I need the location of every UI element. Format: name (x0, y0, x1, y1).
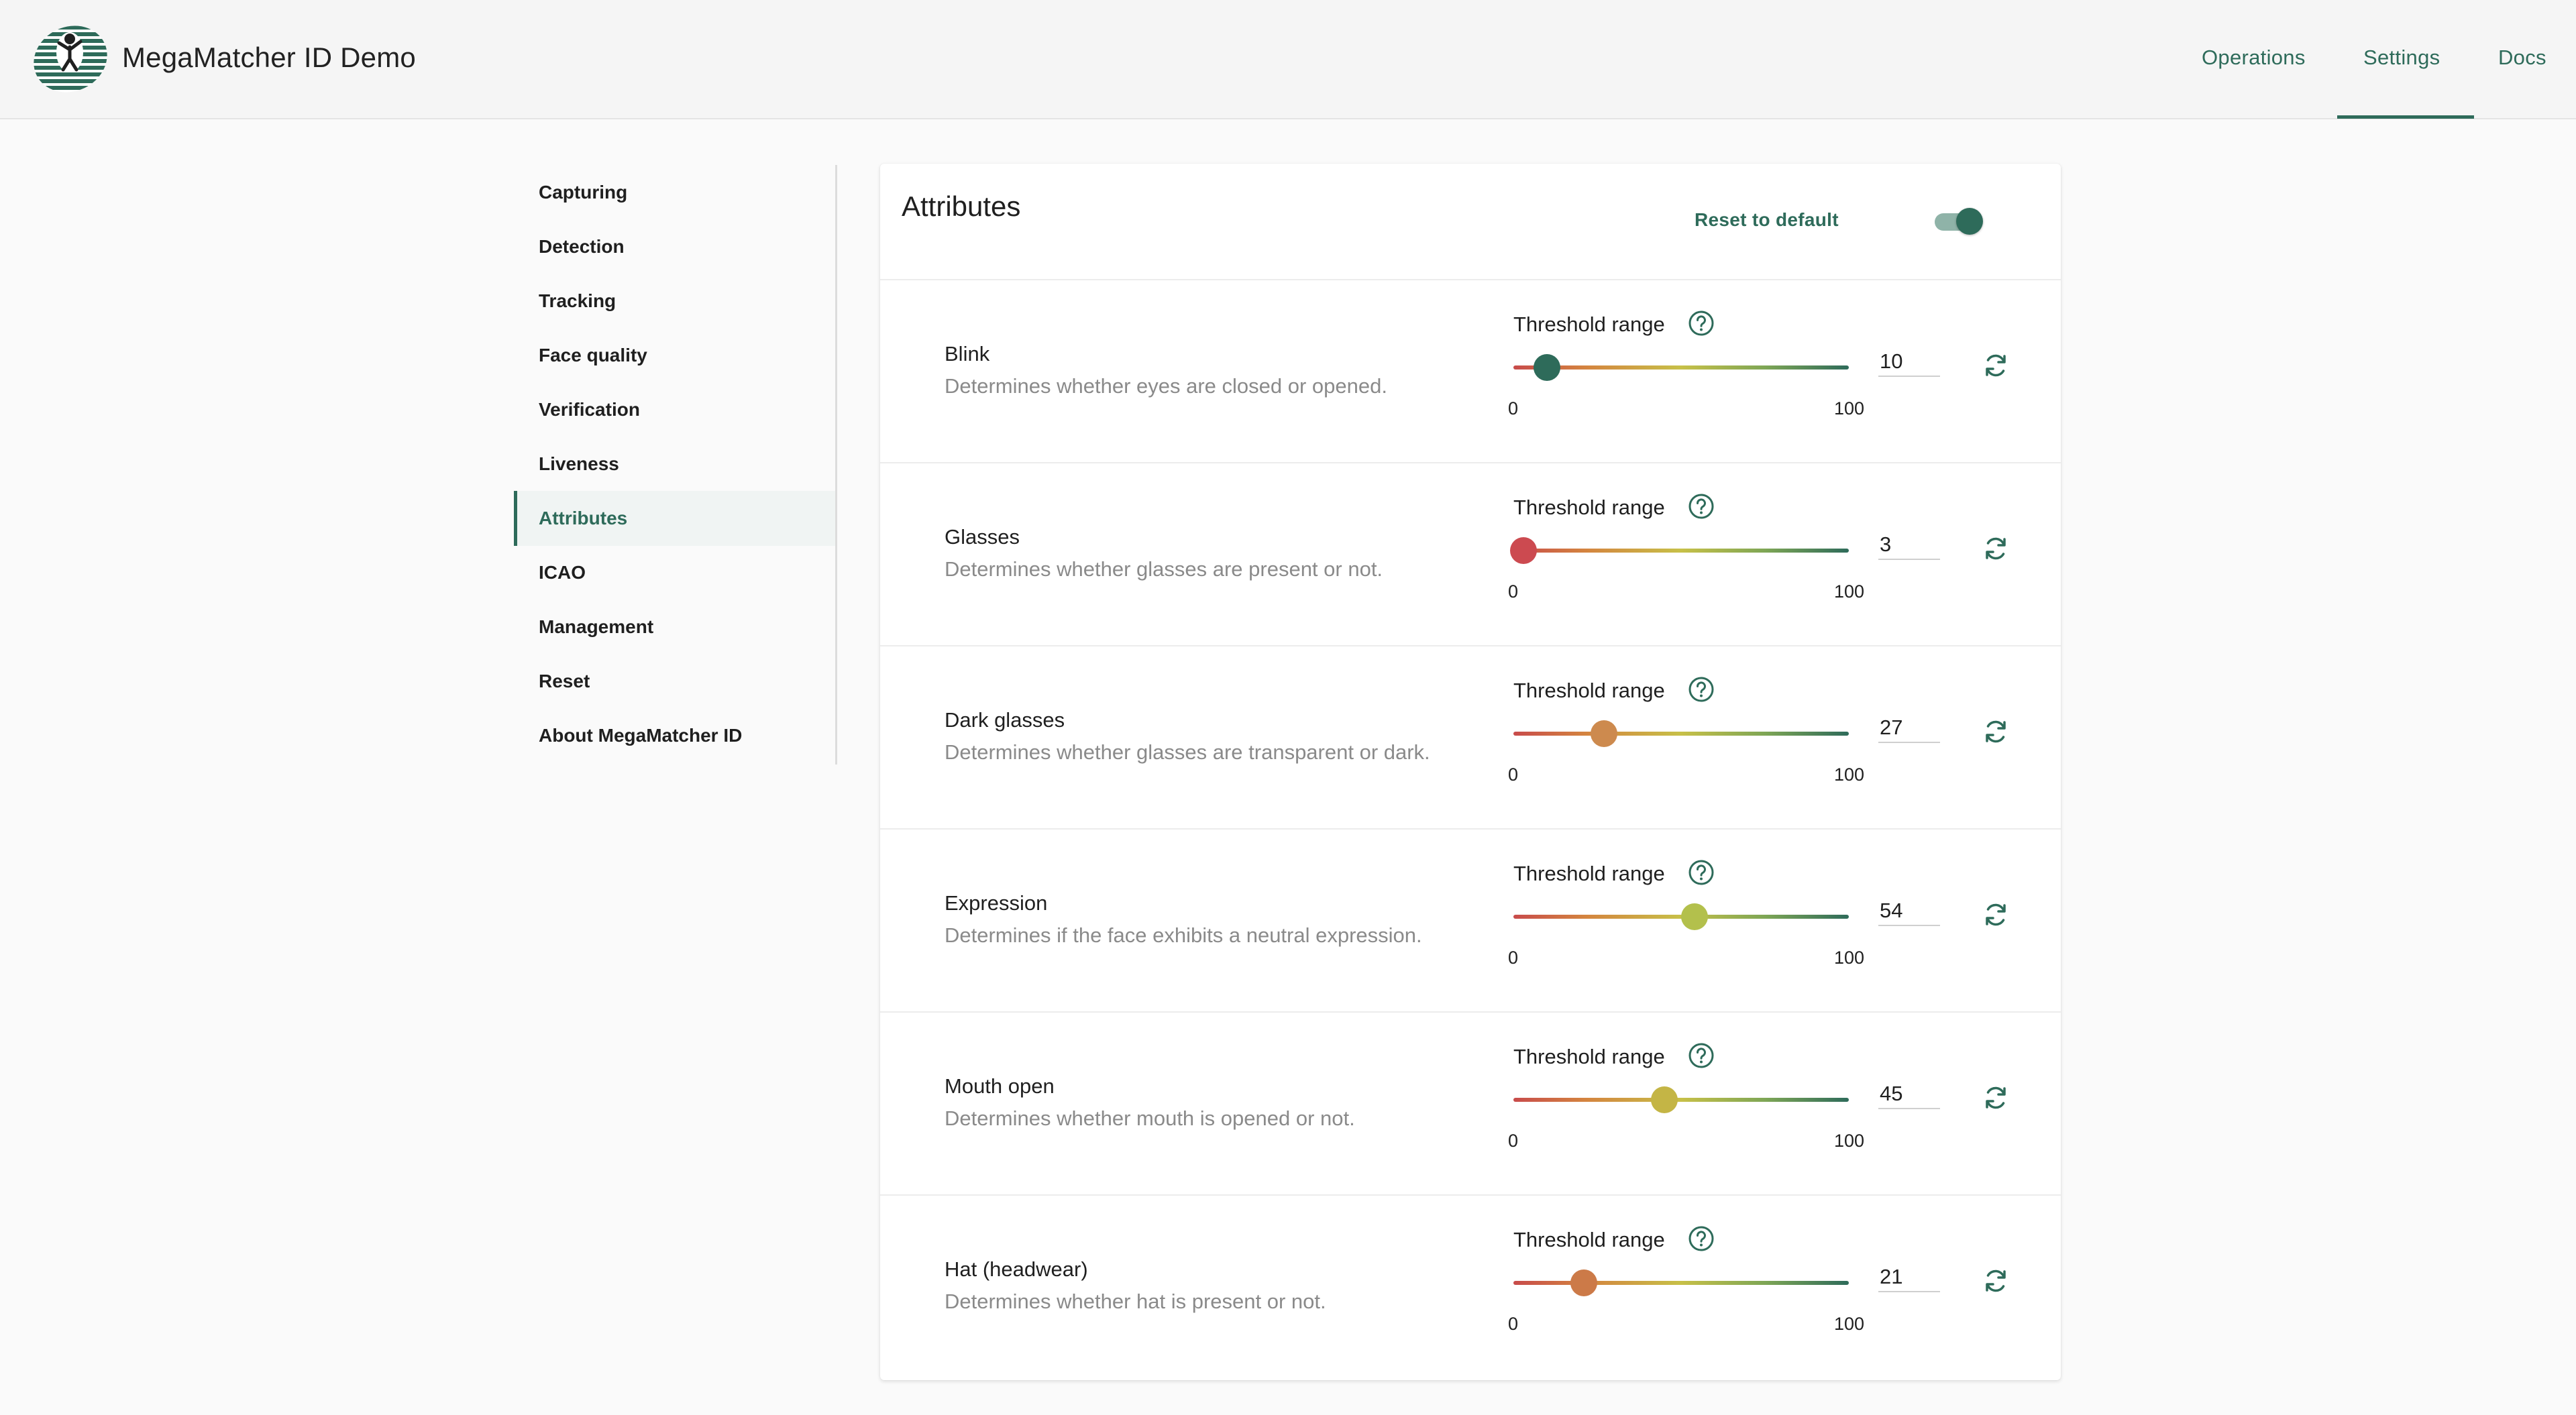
range-max-label: 100 (1834, 948, 1865, 968)
slider-thumb[interactable] (1651, 1086, 1678, 1113)
attribute-name: Blink (945, 342, 990, 365)
range-max-label: 100 (1834, 581, 1865, 602)
sidebar-item-reset[interactable]: Reset (539, 671, 590, 691)
toggle-thumb (1956, 208, 1983, 235)
attribute-row-dark-glasses: Dark glasses Determines whether glasses … (880, 646, 2061, 830)
brand-logo[interactable] (32, 21, 109, 95)
range-max-label: 100 (1834, 1314, 1865, 1334)
threshold-label: Threshold range (1513, 862, 1665, 885)
range-max-label: 100 (1834, 765, 1865, 785)
sync-icon[interactable] (1979, 1081, 2012, 1115)
attribute-name: Dark glasses (945, 708, 1065, 732)
slider-thumb[interactable] (1570, 1269, 1597, 1296)
slider-thumb[interactable] (1681, 903, 1708, 930)
slider-thumb[interactable] (1510, 537, 1537, 564)
attribute-description: Determines whether glasses are transpare… (945, 740, 1430, 764)
threshold-value-input[interactable] (1878, 714, 1940, 743)
sidebar-item-about[interactable]: About MegaMatcher ID (539, 725, 743, 746)
app-title: MegaMatcher ID Demo (122, 42, 416, 73)
threshold-label: Threshold range (1513, 679, 1665, 702)
range-min-label: 0 (1508, 398, 1519, 418)
range-min-label: 0 (1508, 1314, 1519, 1334)
sidebar-item-attributes[interactable]: Attributes (514, 491, 835, 546)
help-circle-icon[interactable] (1688, 310, 1715, 337)
help-circle-icon[interactable] (1688, 1225, 1715, 1252)
threshold-value-input[interactable] (1878, 1080, 1940, 1109)
attribute-description: Determines whether eyes are closed or op… (945, 374, 1387, 398)
sidebar-item-management[interactable]: Management (539, 616, 654, 637)
reset-to-default-button[interactable]: Reset to default (1695, 209, 1839, 230)
slider-thumb[interactable] (1534, 354, 1560, 381)
attribute-row-hat: Hat (headwear) Determines whether hat is… (880, 1196, 2061, 1379)
range-min-label: 0 (1508, 581, 1519, 602)
threshold-label: Threshold range (1513, 496, 1665, 519)
help-circle-icon[interactable] (1688, 1042, 1715, 1069)
range-max-label: 100 (1834, 1131, 1865, 1151)
sync-icon[interactable] (1979, 349, 2012, 382)
sync-icon[interactable] (1979, 1264, 2012, 1298)
attribute-row-mouth-open: Mouth open Determines whether mouth is o… (880, 1013, 2061, 1196)
sidebar-item-liveness[interactable]: Liveness (539, 453, 619, 474)
attribute-description: Determines if the face exhibits a neutra… (945, 923, 1422, 947)
nav-docs[interactable]: Docs (2498, 46, 2546, 69)
range-min-label: 0 (1508, 948, 1519, 968)
card-header: Attributes Reset to default (880, 164, 2061, 280)
defaults-toggle[interactable] (1933, 207, 1987, 236)
threshold-slider[interactable] (1513, 354, 1849, 381)
threshold-label: Threshold range (1513, 313, 1665, 336)
attribute-name: Hat (headwear) (945, 1257, 1088, 1281)
slider-track (1513, 365, 1849, 370)
sidebar-item-face-quality[interactable]: Face quality (539, 345, 647, 365)
attribute-name: Expression (945, 891, 1048, 915)
threshold-label: Threshold range (1513, 1228, 1665, 1251)
attribute-description: Determines whether glasses are present o… (945, 557, 1383, 581)
sidebar-item-tracking[interactable]: Tracking (539, 290, 616, 311)
nav-operations[interactable]: Operations (2202, 46, 2306, 69)
threshold-value-input[interactable] (1878, 1263, 1940, 1292)
threshold-value-input[interactable] (1878, 897, 1940, 926)
sync-icon[interactable] (1979, 898, 2012, 931)
help-circle-icon[interactable] (1688, 676, 1715, 703)
range-max-label: 100 (1834, 398, 1865, 418)
nav-settings[interactable]: Settings (2363, 46, 2440, 69)
threshold-label: Threshold range (1513, 1045, 1665, 1068)
sidebar-item-icao[interactable]: ICAO (539, 562, 586, 583)
settings-sidebar: Capturing Detection Tracking Face qualit… (514, 165, 837, 765)
attribute-name: Glasses (945, 525, 1020, 549)
help-circle-icon[interactable] (1688, 493, 1715, 520)
nav-active-indicator (2337, 115, 2474, 119)
threshold-value-input[interactable] (1878, 347, 1940, 377)
slider-thumb[interactable] (1591, 720, 1617, 747)
attribute-description: Determines whether hat is present or not… (945, 1290, 1326, 1313)
help-circle-icon[interactable] (1688, 859, 1715, 886)
sync-icon[interactable] (1979, 532, 2012, 565)
sidebar-item-verification[interactable]: Verification (539, 399, 640, 420)
attribute-row-blink: Blink Determines whether eyes are closed… (880, 280, 2061, 463)
slider-track (1513, 549, 1849, 553)
sidebar-item-capturing[interactable]: Capturing (539, 182, 628, 203)
range-min-label: 0 (1508, 1131, 1519, 1151)
threshold-slider[interactable] (1513, 903, 1849, 930)
slider-track (1513, 1281, 1849, 1285)
attribute-row-expression: Expression Determines if the face exhibi… (880, 830, 2061, 1013)
attribute-description: Determines whether mouth is opened or no… (945, 1107, 1355, 1130)
sidebar-item-detection[interactable]: Detection (539, 236, 625, 257)
threshold-slider[interactable] (1513, 720, 1849, 747)
card-title: Attributes (902, 190, 1021, 222)
slider-track (1513, 1098, 1849, 1102)
attribute-name: Mouth open (945, 1074, 1055, 1098)
sync-icon[interactable] (1979, 715, 2012, 748)
attributes-card: Attributes Reset to default Blink Determ… (880, 164, 2061, 1380)
threshold-value-input[interactable] (1878, 530, 1940, 560)
range-min-label: 0 (1508, 765, 1519, 785)
threshold-slider[interactable] (1513, 1086, 1849, 1113)
app-header: MegaMatcher ID Demo Operations Settings … (0, 0, 2576, 119)
threshold-slider[interactable] (1510, 537, 1849, 564)
threshold-slider[interactable] (1513, 1269, 1849, 1296)
attribute-row-glasses: Glasses Determines whether glasses are p… (880, 463, 2061, 646)
slider-track (1513, 732, 1849, 736)
